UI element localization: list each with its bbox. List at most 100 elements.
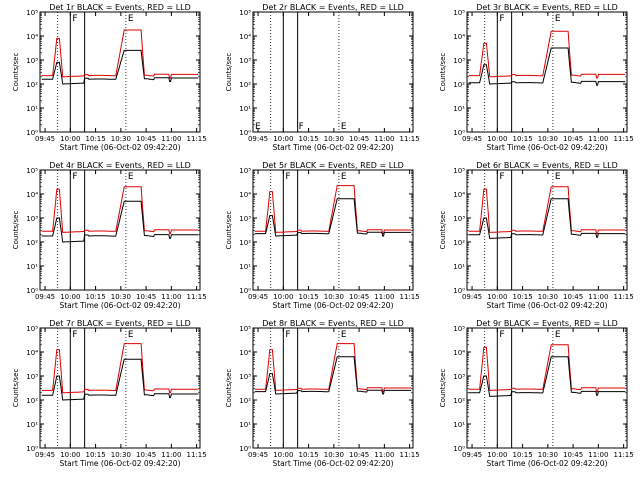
x-tick-label: 10:30 xyxy=(538,135,558,143)
y-tick-label: 10⁵ xyxy=(239,325,251,333)
y-tick-label: 10³ xyxy=(239,57,251,65)
flag-label: F xyxy=(72,14,77,24)
detector-panel: Det 4r BLACK = Events, RED = LLD 10⁰ 10¹ 10… xyxy=(12,161,207,310)
x-tick-label: 10:30 xyxy=(111,293,131,301)
y-tick-label: 10⁴ xyxy=(453,33,465,41)
y-tick-label: 10¹ xyxy=(239,105,251,113)
flag-label: E xyxy=(128,172,134,182)
y-tick-label: 10⁵ xyxy=(239,167,251,175)
flag-label: F xyxy=(285,172,290,182)
x-tick-label: 11:00 xyxy=(374,293,394,301)
x-tick-label: 11:15 xyxy=(614,293,634,301)
events-series-line xyxy=(468,198,626,239)
x-tick-label: 10:45 xyxy=(136,135,156,143)
plot-frame xyxy=(39,327,201,449)
events-series-line xyxy=(254,356,412,395)
lld-series-line xyxy=(468,186,626,235)
y-tick-label: 10⁰ xyxy=(26,445,38,453)
y-tick-label: 10³ xyxy=(453,373,465,381)
x-tick-label: 09:45 xyxy=(248,451,268,459)
events-series-line xyxy=(254,198,412,237)
x-tick-label: 11:00 xyxy=(588,451,608,459)
lld-series-line xyxy=(41,186,199,235)
panel-title: Det 8r BLACK = Events, RED = LLD xyxy=(262,319,404,328)
y-tick-label: 10³ xyxy=(239,373,251,381)
panel-title: Det 1r BLACK = Events, RED = LLD xyxy=(49,3,191,12)
panel-title: Det 5r BLACK = Events, RED = LLD xyxy=(262,161,404,170)
flag-label: E xyxy=(341,122,347,132)
x-tick-label: 09:45 xyxy=(462,451,482,459)
x-axis-label: Start Time (06-Oct-02 09:42:20) xyxy=(486,459,607,468)
y-tick-label: 10² xyxy=(453,81,465,89)
detector-panel: Det 5r BLACK = Events, RED = LLD 10⁰ 10¹ 10… xyxy=(225,161,420,310)
y-tick-label: 10² xyxy=(239,81,251,89)
y-tick-label: 10⁰ xyxy=(453,445,465,453)
y-axis-label: Counts/sec xyxy=(225,369,233,408)
x-tick-label: 10:15 xyxy=(298,135,318,143)
x-axis-label: Start Time (06-Oct-02 09:42:20) xyxy=(486,301,607,310)
x-tick-label: 10:00 xyxy=(273,135,293,143)
x-tick-label: 11:00 xyxy=(161,135,181,143)
x-tick-label: 10:00 xyxy=(273,451,293,459)
flag-label: F xyxy=(299,122,304,132)
events-series-line xyxy=(41,200,199,243)
x-tick-label: 09:45 xyxy=(35,135,55,143)
lld-series-line xyxy=(41,29,199,79)
events-series-line xyxy=(468,47,626,86)
y-tick-label: 10⁴ xyxy=(239,349,251,357)
y-tick-label: 10³ xyxy=(453,57,465,65)
y-tick-label: 10³ xyxy=(26,215,38,223)
plot-frame xyxy=(39,169,201,291)
flag-label: F xyxy=(72,330,77,340)
flag-label: F xyxy=(285,330,290,340)
y-tick-label: 10² xyxy=(26,397,38,405)
x-tick-label: 10:15 xyxy=(298,451,318,459)
y-tick-label: 10⁵ xyxy=(453,167,465,175)
flag-label: E xyxy=(555,172,561,182)
plot-frame xyxy=(252,327,414,449)
y-tick-label: 10² xyxy=(239,239,251,247)
x-tick-label: 11:00 xyxy=(374,135,394,143)
y-tick-label: 10⁴ xyxy=(239,191,251,199)
y-axis-label: Counts/sec xyxy=(439,53,447,92)
flag-label: E xyxy=(341,172,347,182)
flag-label: F xyxy=(499,172,504,182)
plot-frame xyxy=(466,327,628,449)
detector-panel: Det 1r BLACK = Events, RED = LLD 10⁰ 10¹ 10… xyxy=(12,3,207,152)
y-tick-label: 10⁵ xyxy=(26,325,38,333)
lld-series-line xyxy=(254,343,412,393)
detector-panel: Det 2r BLACK = Events, RED = LLD 10⁰ 10¹ 10… xyxy=(225,3,420,152)
x-tick-label: 10:45 xyxy=(349,451,369,459)
x-axis-label: Start Time (06-Oct-02 09:42:20) xyxy=(59,301,180,310)
x-tick-label: 10:00 xyxy=(60,451,80,459)
detector-panel: Det 9r BLACK = Events, RED = LLD 10⁰ 10¹ 10… xyxy=(439,319,634,468)
y-axis-label: Counts/sec xyxy=(439,369,447,408)
y-tick-label: 10⁰ xyxy=(239,445,251,453)
y-tick-label: 10⁵ xyxy=(453,325,465,333)
y-axis-label: Counts/sec xyxy=(12,53,20,92)
x-tick-label: 09:45 xyxy=(35,293,55,301)
x-tick-label: 10:15 xyxy=(85,293,105,301)
x-tick-label: 11:15 xyxy=(187,135,207,143)
panel-title: Det 9r BLACK = Events, RED = LLD xyxy=(476,319,618,328)
x-axis-label: Start Time (06-Oct-02 09:42:20) xyxy=(59,459,180,468)
flag-label: E xyxy=(555,330,561,340)
x-tick-label: 10:15 xyxy=(512,135,532,143)
x-tick-label: 10:45 xyxy=(349,293,369,301)
flag-label: E xyxy=(128,14,134,24)
y-tick-label: 10³ xyxy=(239,215,251,223)
y-tick-label: 10¹ xyxy=(26,263,38,271)
x-tick-label: 10:00 xyxy=(487,135,507,143)
x-tick-label: 10:30 xyxy=(324,135,344,143)
flag-label: E xyxy=(555,14,561,24)
y-tick-label: 10⁵ xyxy=(453,9,465,17)
x-tick-label: 11:00 xyxy=(161,293,181,301)
y-tick-label: 10⁴ xyxy=(453,349,465,357)
plot-frame xyxy=(466,11,628,133)
x-tick-label: 11:15 xyxy=(187,293,207,301)
x-axis-label: Start Time (06-Oct-02 09:42:20) xyxy=(272,459,393,468)
x-tick-label: 11:15 xyxy=(400,451,420,459)
y-axis-label: Counts/sec xyxy=(12,211,20,250)
x-axis-label: Start Time (06-Oct-02 09:42:20) xyxy=(59,143,180,152)
